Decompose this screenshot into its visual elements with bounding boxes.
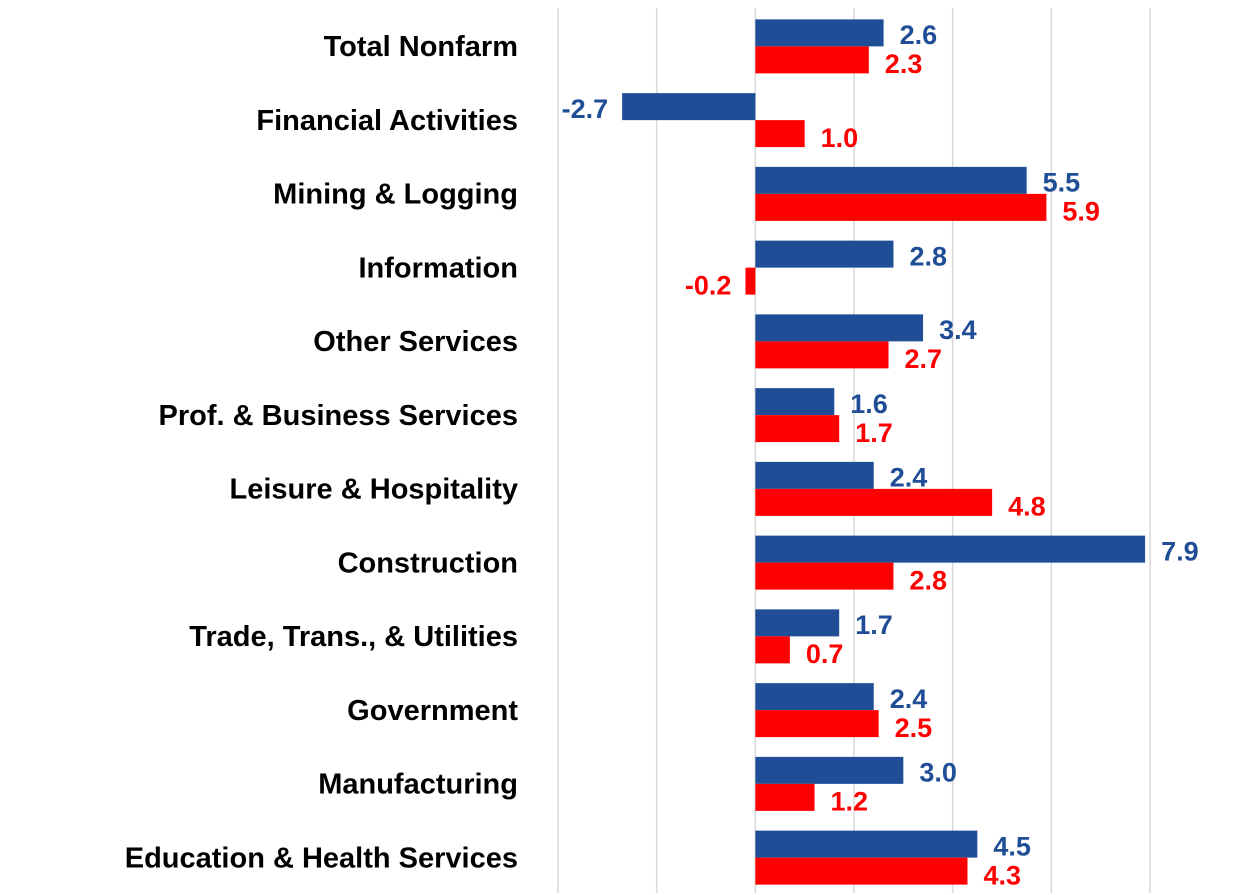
category-label: Financial Activities [256,105,518,137]
category-label: Construction [338,547,518,579]
bar [755,609,840,637]
category-label: Prof. & Business Services [159,400,518,432]
bar [755,683,874,711]
value-label: 2.7 [905,344,943,374]
category-label: Leisure & Hospitality [230,474,518,506]
bar [622,93,756,121]
bar [755,488,993,516]
bar [755,193,1047,221]
category-label: Manufacturing [318,769,518,801]
bar [755,461,874,489]
bar [755,388,835,416]
value-label: 1.6 [850,389,888,419]
value-label: 4.5 [993,831,1031,861]
category-label: Mining & Logging [273,179,518,211]
value-label: 2.6 [900,20,938,50]
bar [755,710,879,738]
value-label: -2.7 [562,94,609,124]
category-label: Other Services [313,326,518,358]
bar [755,415,840,443]
bar [755,756,904,784]
value-label: 2.4 [890,463,928,493]
bar [755,562,894,590]
bar [755,46,869,74]
value-label: -0.2 [685,270,732,300]
value-label: 2.8 [909,241,947,271]
bar [755,857,968,885]
bar [755,166,1027,194]
value-label: 7.9 [1161,536,1199,566]
bar [755,535,1146,563]
value-label: 1.7 [855,610,893,640]
bar [755,783,815,811]
value-label: 2.3 [885,49,923,79]
bar [755,120,805,148]
bar [755,240,894,268]
bar [745,267,756,295]
category-label: Information [359,252,519,284]
value-label: 1.0 [821,123,859,153]
category-label: Education & Health Services [125,842,518,874]
value-label: 4.8 [1008,492,1046,522]
value-label: 4.3 [983,860,1021,890]
category-label: Total Nonfarm [324,31,518,63]
bar [755,19,884,47]
bar [755,341,889,369]
category-label: Government [347,695,518,727]
value-label: 2.4 [890,684,928,714]
value-label: 0.7 [806,639,844,669]
value-label: 3.4 [939,315,977,345]
value-label: 2.8 [909,565,947,595]
bar [755,636,790,664]
bar [755,314,924,342]
category-label: Trade, Trans., & Utilities [189,621,518,653]
value-label: 2.5 [895,713,933,743]
bar [755,830,978,858]
value-label: 1.7 [855,418,893,448]
value-label: 5.5 [1043,168,1081,198]
value-label: 1.2 [831,787,869,817]
value-label: 3.0 [919,758,957,788]
value-label: 5.9 [1062,197,1100,227]
